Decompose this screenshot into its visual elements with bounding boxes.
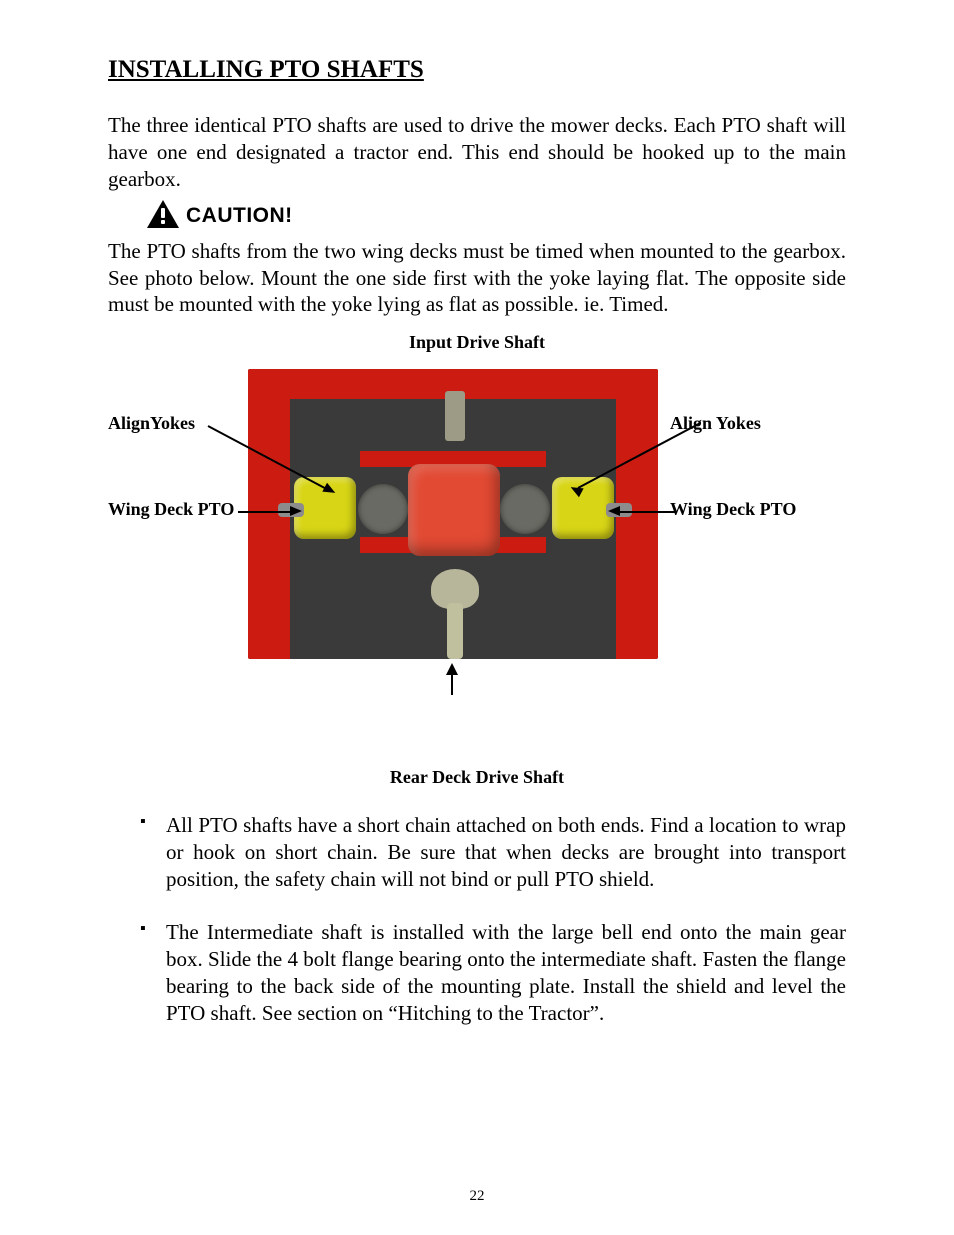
rear-driveshaft xyxy=(447,603,463,659)
section-heading: INSTALLING PTO SHAFTS xyxy=(108,56,846,84)
list-item: All PTO shafts have a short chain attach… xyxy=(108,812,846,893)
gearbox xyxy=(408,464,500,556)
intro-paragraph: The three identical PTO shafts are used … xyxy=(108,112,846,193)
label-wing-pto-right: Wing Deck PTO xyxy=(670,499,796,520)
arrow-right-lower xyxy=(608,506,620,516)
page-number: 22 xyxy=(0,1188,954,1205)
leader-left-lower xyxy=(238,511,296,513)
input-spline xyxy=(445,391,465,441)
gearbox-photo xyxy=(248,369,658,659)
caution-paragraph: The PTO shafts from the two wing decks m… xyxy=(108,238,846,319)
label-wing-pto-left: Wing Deck PTO xyxy=(108,499,234,520)
list-item: The Intermediate shaft is installed with… xyxy=(108,919,846,1027)
arrow-left-lower xyxy=(290,506,302,516)
figure-top-label: Input Drive Shaft xyxy=(108,332,846,353)
caution-label: CAUTION! xyxy=(186,204,293,228)
hub-left xyxy=(358,484,408,534)
caution-block: CAUTION! xyxy=(146,199,846,234)
yoke-right xyxy=(552,477,614,539)
figure-bottom-label: Rear Deck Drive Shaft xyxy=(108,767,846,788)
leader-right-lower xyxy=(618,511,676,513)
document-page: INSTALLING PTO SHAFTS The three identica… xyxy=(0,0,954,1092)
hub-right xyxy=(500,484,550,534)
arrow-bottom-line xyxy=(451,673,453,695)
pto-figure: AlignYokes Wing Deck PTO Align Yokes Win… xyxy=(108,369,846,759)
warning-triangle-icon xyxy=(146,199,180,234)
label-align-yokes-left: AlignYokes xyxy=(108,413,195,434)
bullet-list: All PTO shafts have a short chain attach… xyxy=(108,812,846,1026)
